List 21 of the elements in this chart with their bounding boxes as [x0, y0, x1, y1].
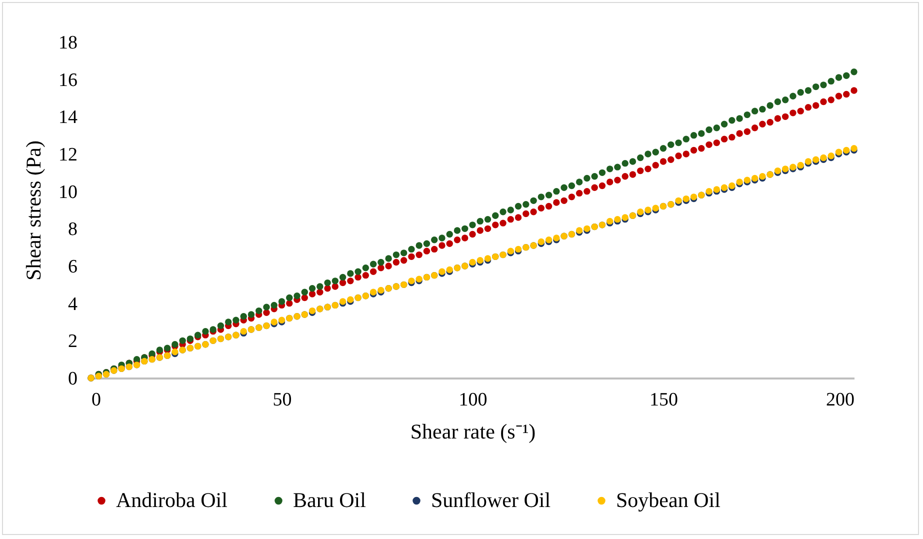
y-tick-label: 6	[68, 256, 78, 278]
legend-label: Baru Oil	[293, 488, 366, 512]
y-tick-label: 12	[58, 144, 78, 166]
x-tick-label: 200	[826, 390, 854, 410]
y-tick-label: 18	[58, 32, 78, 54]
legend-label: Sunflower Oil	[431, 488, 551, 512]
x-tick-label: 100	[458, 390, 488, 410]
x-tick-label: 50	[272, 390, 292, 410]
y-tick-label: 10	[58, 182, 78, 203]
y-tick-label: 8	[68, 219, 78, 240]
x-tick-label: 150	[650, 390, 678, 410]
y-axis-title: Shear stress (Pa)	[22, 140, 46, 280]
x-tick-label: 0	[92, 390, 101, 410]
y-tick-label: 4	[68, 294, 78, 315]
legend-label: Andiroba Oil	[116, 488, 228, 512]
y-tick-label: 16	[58, 70, 78, 91]
legend-label: Soybean Oil	[616, 488, 721, 512]
x-axis-title: Shear rate (s⁻¹)	[410, 420, 536, 444]
y-tick-label: 14	[58, 107, 78, 128]
y-tick-label: 0	[68, 368, 78, 390]
y-tick-label: 2	[68, 331, 78, 352]
